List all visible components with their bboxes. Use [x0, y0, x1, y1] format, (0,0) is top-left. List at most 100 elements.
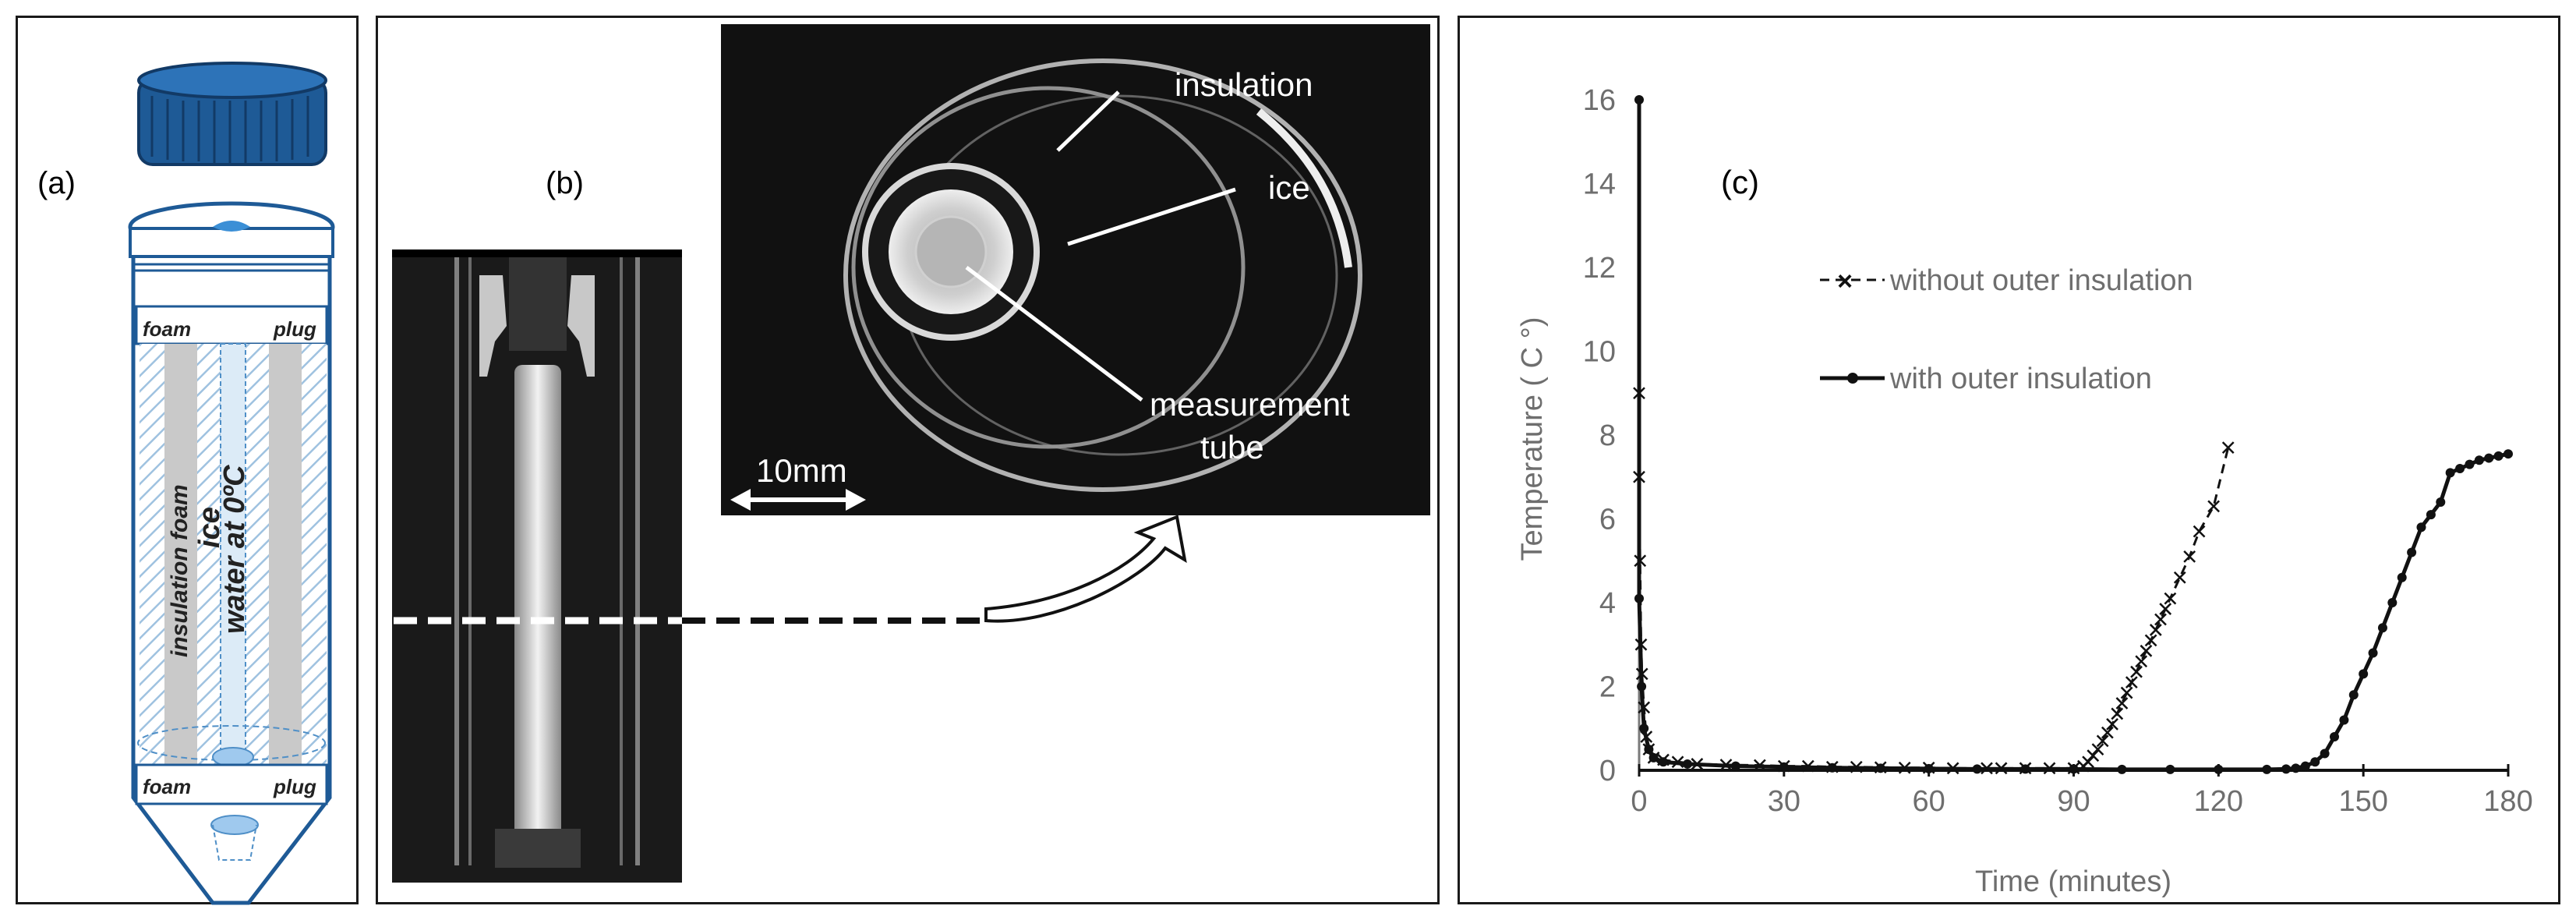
point-without-47	[2183, 550, 2196, 563]
point-with-39	[2465, 459, 2475, 469]
point-without-43	[2154, 613, 2167, 626]
point-with-31	[2387, 598, 2398, 607]
point-with-33	[2407, 547, 2417, 557]
point-with-6	[1658, 757, 1668, 767]
point-with-9	[1779, 762, 1789, 772]
panel-b: (b)	[376, 16, 1440, 904]
foam-label-top: foam	[143, 317, 191, 341]
point-with-22	[2300, 761, 2310, 771]
point-with-1	[1634, 593, 1644, 603]
curved-arrow-icon	[984, 515, 1187, 623]
point-with-7	[1682, 759, 1692, 769]
point-with-11	[1875, 763, 1885, 773]
legend-label-with: with outer insulation	[1889, 363, 2152, 395]
water-label: water at 0ºC	[218, 465, 251, 634]
point-with-14	[2020, 764, 2030, 774]
point-with-41	[2484, 453, 2494, 463]
tube-label: tube	[1200, 429, 1264, 465]
point-without-46	[2173, 571, 2186, 584]
y-tick-label-5: 10	[1583, 336, 1616, 369]
ice-label: ice	[193, 507, 226, 548]
x-tick-label-6: 180	[2483, 785, 2532, 818]
x-tick-label-2: 60	[1913, 785, 1945, 818]
point-without-33	[2106, 717, 2118, 731]
x-tick-label-3: 90	[2057, 785, 2090, 818]
point-without-28	[2082, 755, 2094, 769]
point-with-23	[2310, 757, 2320, 767]
panel-a-label: (a)	[37, 166, 76, 200]
y-tick-label-7: 14	[1583, 168, 1616, 201]
x-tick-label-0: 0	[1631, 785, 1647, 818]
point-with-42	[2493, 451, 2504, 461]
point-with-26	[2339, 715, 2349, 725]
point-with-32	[2397, 572, 2407, 582]
point-with-12	[1924, 763, 1934, 773]
tube-body	[128, 201, 335, 905]
point-with-35	[2426, 510, 2436, 520]
point-with-13	[1972, 764, 1982, 774]
plug-label-top: plug	[273, 317, 316, 341]
point-with-15	[2069, 764, 2079, 774]
point-with-20	[2281, 764, 2292, 774]
point-without-37	[2125, 676, 2138, 689]
scale-bar-label: 10mm	[756, 452, 847, 489]
temperature-chart: (c) 0 2 4 6 8 10 12 14 16 0 30 60 90 120 150 180 Tempe…	[1516, 84, 2533, 898]
point-with-37	[2445, 468, 2455, 478]
tube-cap	[137, 62, 327, 166]
point-without-40	[2140, 644, 2153, 657]
legend-entry-without: × without outer insulation	[1820, 264, 2193, 297]
y-tick-label-0: 0	[1599, 755, 1616, 787]
point-without-30	[2091, 743, 2104, 756]
point-with-5	[1648, 752, 1659, 763]
panel-b-label: (b)	[546, 166, 584, 200]
ice-label: ice	[1268, 169, 1310, 206]
point-without-45	[2164, 592, 2177, 605]
point-with-21	[2291, 763, 2301, 773]
legend-entry-with: with outer insulation	[1820, 363, 2152, 395]
legend-label-without: without outer insulation	[1889, 264, 2193, 297]
point-with-38	[2455, 464, 2465, 473]
point-with-25	[2330, 732, 2339, 741]
panel-c: (c) 0 2 4 6 8 10 12 14 16 0 30 60 90 120 150 180 Tempe…	[1458, 16, 2560, 904]
measurement-label: measurement	[1150, 386, 1350, 423]
insulation-pointer	[1056, 90, 1120, 152]
point-with-43	[2504, 449, 2513, 459]
point-with-28	[2359, 669, 2369, 679]
y-axis-title: Temperature ( C °)	[1516, 317, 1549, 561]
y-tick-label-2: 4	[1599, 587, 1616, 620]
point-without-34	[2111, 707, 2124, 720]
point-with-2	[1637, 681, 1647, 692]
ice-pointer	[1067, 187, 1236, 246]
point-with-27	[2348, 690, 2359, 700]
point-without-39	[2135, 655, 2148, 668]
point-with-10	[1827, 763, 1837, 773]
point-with-24	[2320, 748, 2330, 759]
scale-bar	[730, 489, 866, 511]
point-with-40	[2474, 455, 2484, 465]
series-line-without-insulation	[1638, 393, 2230, 770]
point-without-42	[2149, 624, 2162, 636]
point-with-36	[2436, 497, 2446, 507]
point-with-3	[1639, 724, 1649, 734]
y-tick-label-4: 8	[1599, 419, 1616, 452]
point-without-48	[2193, 525, 2206, 538]
point-without-41	[2144, 634, 2157, 647]
series-line-with-insulation	[1637, 100, 2509, 772]
point-without-31	[2096, 734, 2109, 748]
point-with-4	[1644, 745, 1654, 755]
point-without-38	[2130, 665, 2143, 678]
point-with-30	[2377, 623, 2387, 633]
point-without-32	[2101, 726, 2114, 739]
point-with-34	[2416, 522, 2426, 533]
mri-images: (b)	[392, 24, 1430, 883]
point-without-36	[2120, 686, 2133, 699]
point-without-50	[2221, 441, 2235, 455]
point-with-8	[1730, 761, 1740, 771]
point-with-17	[2165, 764, 2175, 774]
foam-label-bottom: foam	[143, 775, 191, 798]
point-with-29	[2368, 648, 2378, 658]
y-tick-label-1: 2	[1599, 671, 1616, 704]
x-tick-label-4: 120	[2194, 785, 2243, 818]
insulation-label: insulation	[1175, 66, 1313, 103]
point-with-19	[2262, 764, 2272, 774]
